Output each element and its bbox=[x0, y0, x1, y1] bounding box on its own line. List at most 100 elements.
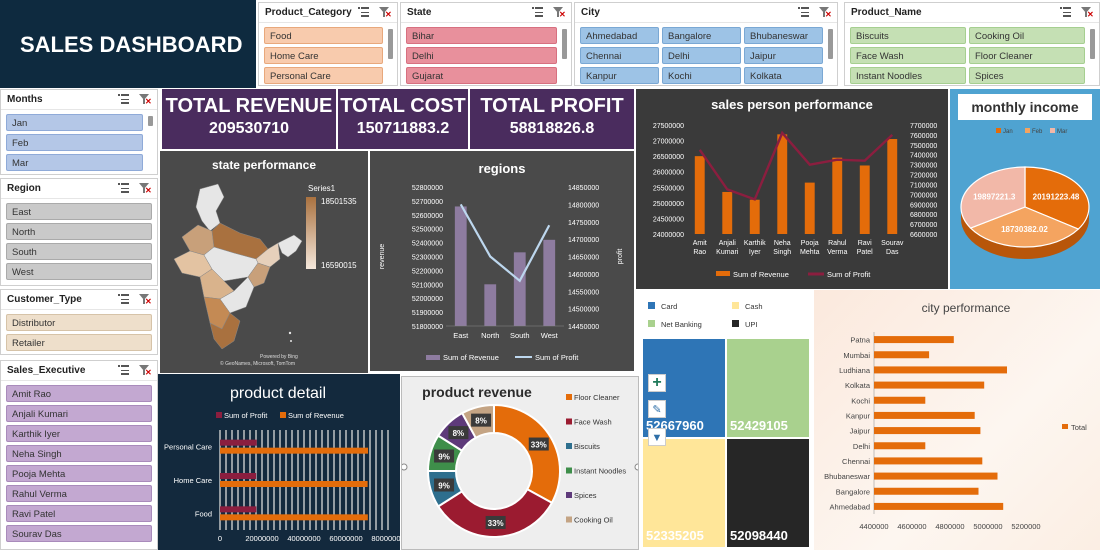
y2-tick-label: 7000000 bbox=[910, 192, 937, 199]
data-label-box bbox=[434, 449, 455, 463]
data-label-box bbox=[471, 413, 492, 427]
pie-data-label: 19897221.3 bbox=[973, 192, 1016, 201]
slicer-item[interactable]: South bbox=[6, 243, 152, 260]
monthly-income-title-box bbox=[958, 94, 1092, 120]
slicer-customer-type[interactable]: Customer_Type ✕ Distributor Retailer bbox=[0, 289, 158, 355]
donut-data-label: 33% bbox=[531, 441, 547, 450]
slicer-item[interactable]: Kolkata bbox=[744, 67, 823, 84]
slicer-item[interactable]: Personal Care bbox=[264, 67, 383, 84]
slicer-item[interactable]: North bbox=[6, 223, 152, 240]
slicer-item[interactable]: Anjali Kumari bbox=[6, 405, 152, 422]
monthly-income-chart[interactable]: monthly income Jan Feb Mar 20191223.48 187303… bbox=[950, 89, 1100, 289]
slicer-item[interactable]: Face Wash bbox=[850, 47, 966, 64]
slicer-product-name[interactable]: Product_Name ✕ Biscuits Cooking Oil Face… bbox=[844, 2, 1100, 86]
city-bar bbox=[874, 457, 983, 465]
zoom-in-button[interactable]: + bbox=[648, 374, 666, 392]
slicer-city[interactable]: City ✕ Ahmedabad Bangalore Bhubaneswar C… bbox=[574, 2, 838, 86]
product-revenue-chart[interactable]: product revenue 33% 33% 9% 9% 8% 8% Floor Clean… bbox=[401, 376, 639, 550]
slicer-item[interactable]: Jaipur bbox=[744, 47, 823, 64]
multi-select-icon[interactable] bbox=[118, 183, 129, 193]
regions-chart[interactable]: regions 51800000 51900000 52000000 52100000 5… bbox=[370, 151, 634, 371]
slicer-item[interactable]: Gujarat bbox=[406, 67, 557, 84]
y-tick-label: 25000000 bbox=[653, 201, 684, 208]
kpi-total-cost: TOTAL COST 150711883.2 bbox=[338, 89, 468, 149]
city-performance-chart[interactable]: city performance 4400000 4600000 4800000 500… bbox=[814, 290, 1100, 550]
sales-person-chart-svg: sales person performance 24000000 24500000… bbox=[653, 97, 938, 279]
multi-select-icon[interactable] bbox=[118, 365, 129, 375]
state-performance-map[interactable]: state performance Series1 18501535 16590… bbox=[160, 151, 368, 373]
slicer-item[interactable]: Floor Cleaner bbox=[969, 47, 1085, 64]
slicer-item[interactable]: Biscuits bbox=[850, 27, 966, 44]
slicer-item[interactable]: Food bbox=[264, 27, 383, 44]
scrollbar[interactable] bbox=[388, 29, 393, 59]
revenue-bar bbox=[220, 481, 368, 487]
product-detail-chart[interactable]: product detail Sum of Profit Sum of Revenu… bbox=[158, 374, 400, 550]
legend-label-profit: Sum of Profit bbox=[535, 353, 579, 362]
slicer-state[interactable]: State ✕ Bihar Delhi Gujarat bbox=[400, 2, 572, 86]
scrollbar[interactable] bbox=[828, 29, 833, 59]
brush-icon[interactable]: ✎ bbox=[648, 400, 666, 418]
clear-filter-icon[interactable]: ✕ bbox=[139, 365, 152, 377]
scrollbar[interactable] bbox=[562, 29, 567, 59]
slicer-months[interactable]: Months ✕ Jan Feb Mar bbox=[0, 89, 158, 175]
slicer-item[interactable]: Feb bbox=[6, 134, 143, 151]
clear-filter-icon[interactable]: ✕ bbox=[1081, 7, 1094, 19]
filter-icon[interactable]: ▼ bbox=[648, 428, 666, 446]
multi-select-icon[interactable] bbox=[118, 94, 129, 104]
slicer-item[interactable]: Bhubaneswar bbox=[744, 27, 823, 44]
slicer-item[interactable]: Bangalore bbox=[662, 27, 741, 44]
slicer-item[interactable]: Delhi bbox=[662, 47, 741, 64]
clear-filter-icon[interactable]: ✕ bbox=[819, 7, 832, 19]
slicer-sales-executive[interactable]: Sales_Executive ✕ Amit Rao Anjali Kumari… bbox=[0, 360, 158, 550]
sales-person-chart[interactable]: sales person performance 24000000 24500000… bbox=[636, 89, 948, 289]
city-bar bbox=[874, 427, 981, 435]
slicer-item[interactable]: Spices bbox=[969, 67, 1085, 84]
slicer-item[interactable]: West bbox=[6, 263, 152, 280]
slicer-item[interactable]: Home Care bbox=[264, 47, 383, 64]
slicer-item[interactable]: Sourav Das bbox=[6, 525, 152, 542]
slicer-item[interactable]: Mar bbox=[6, 154, 143, 171]
slicer-item[interactable]: Ahmedabad bbox=[580, 27, 659, 44]
multi-select-icon[interactable] bbox=[358, 7, 369, 17]
multi-select-icon[interactable] bbox=[798, 7, 809, 17]
slicer-item[interactable]: Kochi bbox=[662, 67, 741, 84]
slicer-item[interactable]: Cooking Oil bbox=[969, 27, 1085, 44]
x-tick-label-line2: Das bbox=[886, 249, 899, 256]
multi-select-icon[interactable] bbox=[532, 7, 543, 17]
y2-tick-label: 14450000 bbox=[568, 324, 599, 331]
city-bar bbox=[874, 472, 998, 480]
slicer-item[interactable]: Distributor bbox=[6, 314, 152, 331]
kpi-label: TOTAL COST bbox=[340, 95, 466, 117]
slicer-item[interactable]: Ravi Patel bbox=[6, 505, 152, 522]
multi-select-icon[interactable] bbox=[118, 294, 129, 304]
x-tick-label: 40000000 bbox=[287, 534, 320, 543]
revenue-bar bbox=[220, 514, 368, 521]
legend-label: Spices bbox=[574, 491, 597, 500]
clear-filter-icon[interactable]: ✕ bbox=[139, 183, 152, 195]
slicer-item[interactable]: Retailer bbox=[6, 334, 152, 351]
revenue-bar bbox=[484, 284, 497, 326]
scrollbar[interactable] bbox=[148, 116, 153, 126]
clear-filter-icon[interactable]: ✕ bbox=[553, 7, 566, 19]
scrollbar[interactable] bbox=[1090, 29, 1095, 59]
slicer-item[interactable]: Rahul Verma bbox=[6, 485, 152, 502]
slicer-item[interactable]: Neha Singh bbox=[6, 445, 152, 462]
slicer-item[interactable]: Kanpur bbox=[580, 67, 659, 84]
payment-mode-treemap[interactable]: Card Cash Net Banking UPI 52667960 52429105 52… bbox=[640, 290, 812, 550]
slicer-item[interactable]: Pooja Mehta bbox=[6, 465, 152, 482]
slicer-item[interactable]: Delhi bbox=[406, 47, 557, 64]
clear-filter-icon[interactable]: ✕ bbox=[379, 7, 392, 19]
slicer-item[interactable]: East bbox=[6, 203, 152, 220]
slicer-item[interactable]: Chennai bbox=[580, 47, 659, 64]
clear-filter-icon[interactable]: ✕ bbox=[139, 294, 152, 306]
clear-filter-icon[interactable]: ✕ bbox=[139, 94, 152, 106]
slicer-item[interactable]: Amit Rao bbox=[6, 385, 152, 402]
slicer-item[interactable]: Instant Noodles bbox=[850, 67, 966, 84]
slicer-item[interactable]: Karthik Iyer bbox=[6, 425, 152, 442]
map-region-northeast bbox=[277, 234, 303, 258]
slicer-item[interactable]: Jan bbox=[6, 114, 143, 131]
slicer-region[interactable]: Region ✕ East North South West bbox=[0, 178, 158, 286]
slicer-item[interactable]: Bihar bbox=[406, 27, 557, 44]
multi-select-icon[interactable] bbox=[1060, 7, 1071, 17]
slicer-product-category[interactable]: Product_Category ✕ Food Home Care Person… bbox=[258, 2, 398, 86]
